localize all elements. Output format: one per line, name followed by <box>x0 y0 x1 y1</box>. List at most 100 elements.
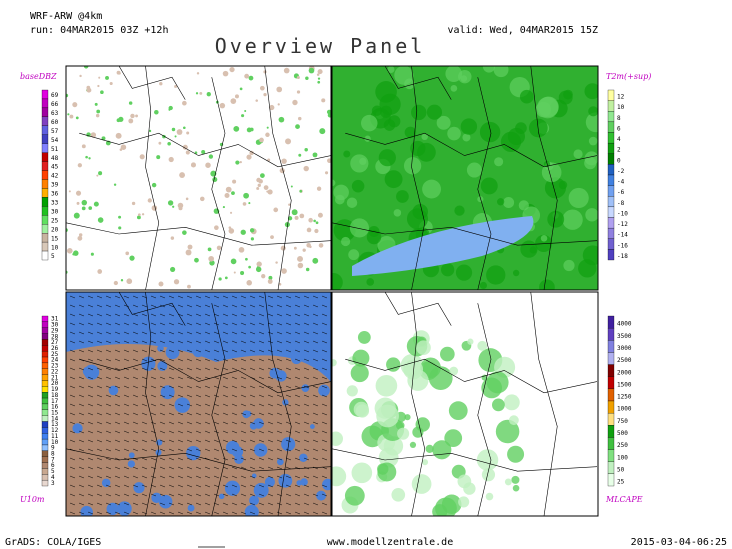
echo <box>242 202 247 206</box>
wind-arrow <box>132 394 139 398</box>
wind-arrow <box>231 349 238 353</box>
wind-arrow <box>105 322 112 326</box>
wind-arrow <box>105 466 112 470</box>
wind-arrow <box>222 466 229 470</box>
echo <box>201 149 206 154</box>
echo <box>230 98 237 104</box>
echo <box>109 81 113 86</box>
echo <box>116 118 121 123</box>
wind-arrow <box>132 376 139 380</box>
wind-arrow <box>267 304 274 308</box>
colorbar-segment <box>607 142 615 154</box>
wind-patch <box>296 480 303 486</box>
echo <box>245 257 248 261</box>
wind-arrow <box>132 421 139 425</box>
echo <box>208 255 214 262</box>
wind-arrow <box>69 304 76 308</box>
wind-arrow <box>123 358 130 362</box>
wind-arrow <box>123 295 130 299</box>
wind-arrow <box>114 394 121 398</box>
wind-arrow <box>249 421 256 425</box>
wind-arrow <box>321 448 328 452</box>
wind-arrow <box>312 367 319 371</box>
echo <box>316 186 322 191</box>
wind-patch <box>101 478 111 488</box>
wind-arrow <box>303 448 310 452</box>
colorbar-segment <box>41 374 49 381</box>
wind-arrow <box>177 331 184 335</box>
echo <box>256 186 260 190</box>
colorbar-tick-label: 39 <box>51 182 59 189</box>
colorbar-tick-label: 7 <box>51 456 55 463</box>
colorbar-segment <box>607 437 615 450</box>
temp-patch <box>460 118 478 135</box>
echo <box>297 262 304 269</box>
colorbar-label: MLCAPE <box>605 495 643 504</box>
wind-arrow <box>303 475 310 479</box>
colorbar-segment <box>41 250 49 261</box>
echo <box>324 171 329 175</box>
colorbar-tick-label: 14 <box>51 415 59 422</box>
temp-patch <box>585 208 598 222</box>
echo <box>118 71 121 75</box>
wind-arrow <box>123 394 130 398</box>
colorbar-tick-label: 60 <box>51 119 59 126</box>
map-panel <box>66 66 331 290</box>
wind-arrow <box>132 502 139 506</box>
wind-arrow <box>312 448 319 452</box>
echo <box>259 137 264 143</box>
colorbar-tick-label: 6 <box>617 125 621 132</box>
colorbar-segment <box>41 433 49 440</box>
country-border <box>118 66 186 100</box>
echo <box>249 228 255 233</box>
cape-patch <box>411 474 432 494</box>
wind-arrow <box>186 457 193 461</box>
wind-patch <box>165 345 180 360</box>
wind-arrow <box>222 376 229 380</box>
colorbar-tick-label: -10 <box>617 210 628 217</box>
wind-arrow <box>222 394 229 398</box>
wind-arrow <box>249 304 256 308</box>
echo <box>88 157 91 160</box>
wind-patch <box>224 480 241 496</box>
colorbar-segment <box>41 456 49 463</box>
wind-patch <box>253 443 268 457</box>
wind-arrow <box>114 376 121 380</box>
wind-arrow <box>276 295 283 299</box>
echo <box>216 245 222 251</box>
wind-arrow <box>321 295 328 299</box>
cape-patch <box>504 478 512 486</box>
echo <box>170 236 175 240</box>
wind-arrow <box>249 439 256 443</box>
wind-arrow <box>186 349 193 353</box>
wind-arrow <box>69 367 76 371</box>
wind-arrow <box>321 394 328 398</box>
cape-patch <box>386 357 401 372</box>
wind-arrow <box>123 484 130 488</box>
wind-arrow <box>78 511 85 515</box>
echo <box>105 75 109 80</box>
temp-patch <box>341 236 351 247</box>
echo <box>317 212 323 218</box>
colorbar-tick-label: 25 <box>51 351 59 358</box>
echo <box>96 174 99 177</box>
temp-patch <box>541 162 562 183</box>
temp-patch <box>426 104 443 120</box>
wind-patch <box>281 437 296 452</box>
echo <box>249 127 254 132</box>
wind-arrow <box>141 439 148 443</box>
wind-arrow <box>186 358 193 362</box>
wind-arrow <box>258 430 265 434</box>
cape-patch <box>511 475 520 484</box>
wind-arrow <box>123 493 130 497</box>
wind-arrow <box>312 412 319 416</box>
temp-patch <box>588 106 598 117</box>
echo <box>75 190 82 196</box>
wind-arrow <box>150 331 157 335</box>
wind-arrow <box>249 466 256 470</box>
echo <box>77 163 82 168</box>
temp-patch <box>558 90 573 105</box>
cape-patch <box>432 440 452 460</box>
echo <box>224 276 228 280</box>
wind-arrow <box>258 412 265 416</box>
